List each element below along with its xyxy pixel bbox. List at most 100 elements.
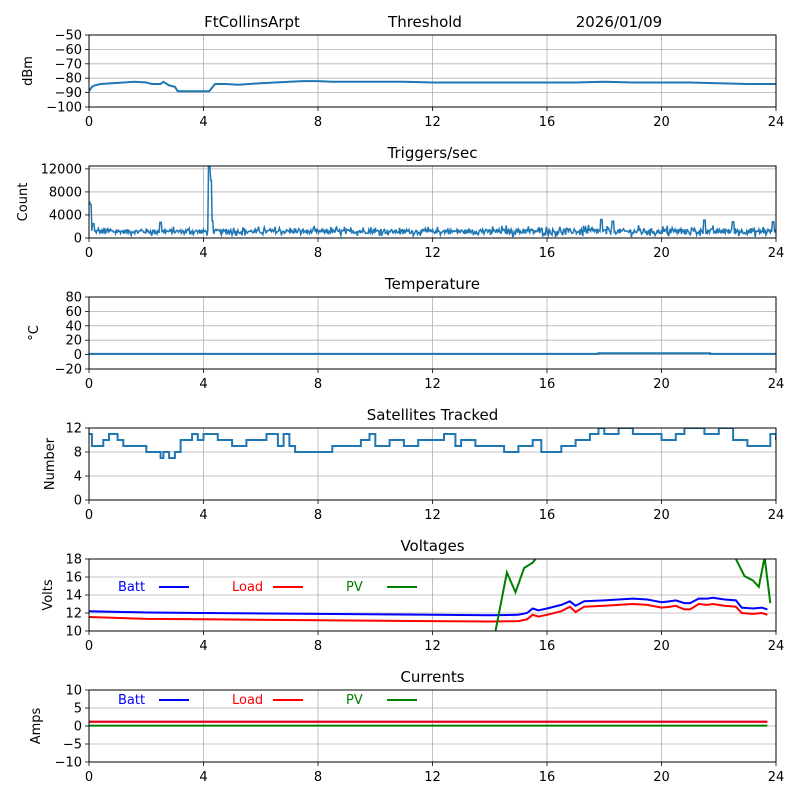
- x-tick-label: 0: [85, 508, 93, 523]
- x-tick-label: 24: [768, 770, 785, 785]
- panel-title: Temperature: [384, 275, 480, 293]
- panel-title: Triggers/sec: [387, 144, 478, 162]
- x-tick-label: 20: [653, 770, 670, 785]
- y-tick-label: 8: [74, 446, 82, 461]
- plot-area: [89, 428, 776, 459]
- x-tick-label: 8: [314, 770, 322, 785]
- x-tick-label: 8: [314, 377, 322, 392]
- x-tick-label: 0: [85, 246, 93, 261]
- y-tick-label: 0: [74, 348, 82, 363]
- panel-satellites: Satellites Tracked 0 4 8 12 16 20 24 0 4 8 12 Number: [43, 406, 784, 523]
- legend-label: Batt: [118, 580, 145, 595]
- y-tick-label: 12000: [41, 162, 82, 177]
- legend-label: PV: [346, 580, 363, 595]
- legend-label: Batt: [118, 693, 145, 708]
- y-tick-label: 5: [74, 702, 82, 717]
- x-tick-label: 8: [314, 508, 322, 523]
- panel-title: Satellites Tracked: [367, 406, 498, 424]
- x-tick-label: 16: [539, 639, 556, 654]
- y-tick-label: 14: [65, 589, 82, 604]
- y-tick-label: 10: [65, 625, 82, 640]
- series-pv-line: [735, 559, 772, 604]
- x-tick-label: 24: [768, 639, 785, 654]
- x-tick-label: 16: [539, 508, 556, 523]
- x-tick-label: 12: [424, 770, 441, 785]
- y-tick-label: 12: [65, 422, 82, 437]
- date-label: 2026/01/09: [576, 13, 662, 31]
- legend-item-batt: Batt: [118, 693, 189, 708]
- y-axis-label: Number: [43, 437, 58, 490]
- x-tick-label: 24: [768, 115, 785, 130]
- series-temperature-line: [89, 352, 776, 355]
- legend-item-pv: PV: [346, 693, 417, 708]
- x-tick-label: 12: [424, 508, 441, 523]
- y-axis-label: Count: [16, 183, 31, 222]
- x-tick-label: 20: [653, 115, 670, 130]
- x-tick-label: 12: [424, 377, 441, 392]
- x-tick-label: 4: [199, 770, 207, 785]
- legend-item-load: Load: [232, 693, 303, 708]
- x-tick-label: 20: [653, 508, 670, 523]
- x-tick-label: 8: [314, 115, 322, 130]
- y-tick-label: 10: [65, 684, 82, 699]
- y-tick-label: −100: [46, 101, 82, 116]
- plot-area: [89, 559, 772, 631]
- y-axis-label: °C: [27, 325, 42, 341]
- mode-label: Threshold: [387, 13, 462, 31]
- plot-area: [89, 80, 776, 93]
- x-tick-label: 0: [85, 377, 93, 392]
- series-load-line: [89, 602, 768, 623]
- y-tick-label: 80: [65, 291, 82, 306]
- y-tick-label: 0: [74, 720, 82, 735]
- y-tick-label: 16: [65, 571, 82, 586]
- y-tick-label: −80: [55, 72, 82, 87]
- x-tick-label: 4: [199, 377, 207, 392]
- series-satellites-line: [89, 428, 776, 459]
- plot-area: [89, 352, 776, 355]
- y-tick-label: 0: [74, 494, 82, 509]
- legend-item-pv: PV: [346, 580, 417, 595]
- x-tick-label: 20: [653, 246, 670, 261]
- station-name: FtCollinsArpt: [204, 13, 300, 31]
- x-tick-label: 0: [85, 639, 93, 654]
- y-tick-label: 40: [65, 319, 82, 334]
- y-tick-label: 60: [65, 305, 82, 320]
- panel-title: Voltages: [400, 537, 464, 555]
- plot-area: [89, 166, 776, 238]
- x-tick-label: 24: [768, 246, 785, 261]
- y-tick-label: −50: [55, 29, 82, 44]
- x-tick-label: 20: [653, 377, 670, 392]
- x-tick-label: 16: [539, 377, 556, 392]
- x-tick-label: 0: [85, 115, 93, 130]
- y-tick-label: 4000: [49, 208, 82, 223]
- y-tick-label: 20: [65, 334, 82, 349]
- x-tick-label: 24: [768, 377, 785, 392]
- x-tick-label: 8: [314, 639, 322, 654]
- y-tick-label: −70: [55, 57, 82, 72]
- x-tick-label: 12: [424, 246, 441, 261]
- legend-item-batt: Batt: [118, 580, 189, 595]
- panel-currents: Currents 0 4 8 12 16 20 24 −10 −5 0 5 10 Amps Batt Load…: [29, 668, 784, 785]
- plot-area: [89, 720, 768, 727]
- y-tick-label: −90: [55, 86, 82, 101]
- y-tick-label: 18: [65, 553, 82, 568]
- x-tick-label: 12: [424, 639, 441, 654]
- x-tick-label: 16: [539, 246, 556, 261]
- panel-triggers: Triggers/sec 0 4 8 12 16 20 24 0 4000 8000 12000 Cou…: [16, 144, 784, 261]
- x-tick-label: 24: [768, 508, 785, 523]
- y-tick-label: −60: [55, 43, 82, 58]
- y-tick-label: 4: [74, 470, 82, 485]
- y-tick-label: −10: [55, 756, 82, 771]
- y-tick-label: 0: [74, 232, 82, 247]
- y-axis-label: Amps: [29, 707, 44, 744]
- y-tick-label: 12: [65, 607, 82, 622]
- x-tick-label: 12: [424, 115, 441, 130]
- x-tick-label: 4: [199, 639, 207, 654]
- figure-header: FtCollinsArpt Threshold 2026/01/09: [204, 13, 662, 31]
- legend-item-load: Load: [232, 580, 303, 595]
- y-axis-label: Volts: [41, 579, 56, 611]
- x-tick-label: 16: [539, 115, 556, 130]
- x-tick-label: 0: [85, 770, 93, 785]
